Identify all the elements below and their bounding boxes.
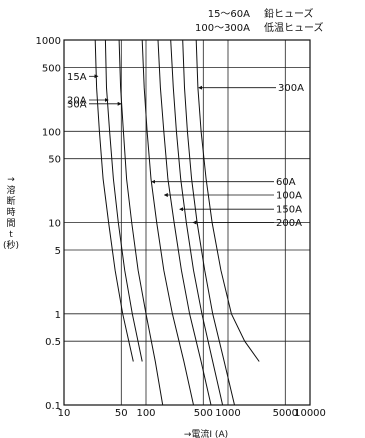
y-tick-label: 1000	[36, 36, 61, 47]
legend-type-low-temp: 低温ヒューズ	[264, 21, 324, 34]
x-tick-label: 500	[194, 408, 213, 419]
curve-label-60A: 60A	[276, 177, 296, 188]
y-tick-label: 50	[48, 155, 61, 166]
series-100A	[157, 39, 212, 406]
y-axis-label-char: 時	[6, 207, 15, 218]
y-axis-label-char: 断	[6, 195, 15, 207]
y-axis-ticks: 0.1 0.5 1 5 10 50 100 500 1000	[36, 36, 61, 412]
curve-label-30A: 30A	[67, 99, 87, 110]
curve-label-20A: 20A	[67, 96, 87, 107]
y-tick-label: 5	[55, 246, 61, 257]
y-axis-label-char: 間	[6, 218, 15, 229]
x-tick-label: 10	[58, 408, 71, 419]
y-tick-label: 500	[42, 64, 61, 75]
y-tick-label: 100	[42, 127, 61, 138]
curve-label-100A: 100A	[276, 191, 302, 202]
series-20A	[104, 39, 143, 362]
plot-frame	[63, 39, 311, 406]
x-axis-label: →電流I (A)	[184, 428, 228, 438]
x-tick-label: 1000	[215, 408, 240, 419]
series-60A	[141, 39, 194, 406]
series-15A	[94, 39, 134, 362]
y-axis-label-char: (秒)	[3, 239, 19, 251]
legend-range-low-temp: 100〜300A	[195, 23, 250, 34]
y-tick-label: 0.1	[45, 401, 61, 412]
legend-type-lead: 鉛ヒューズ	[264, 7, 314, 20]
y-tick-label: 0.5	[45, 337, 61, 348]
legend: 15〜60A 鉛ヒューズ 100〜300A 低温ヒューズ	[195, 7, 324, 34]
y-axis-label-char: 溶	[6, 184, 15, 196]
curve-label-15A: 15A	[67, 72, 87, 83]
series-150A	[170, 39, 224, 406]
x-tick-label: 10000	[294, 408, 326, 419]
x-tick-label: 50	[115, 408, 128, 419]
x-tick-label: 100	[136, 408, 155, 419]
y-tick-label: 1	[55, 310, 61, 321]
plot-border	[63, 39, 311, 406]
curve-label-300A: 300A	[278, 83, 304, 94]
y-axis-label-char: →	[7, 175, 15, 185]
y-axis-label-char: t	[9, 230, 13, 240]
curve-label-150A: 150A	[276, 205, 302, 216]
y-tick-label: 10	[48, 219, 61, 230]
legend-range-lead: 15〜60A	[208, 9, 250, 20]
x-tick-label: 5000	[273, 408, 298, 419]
curve-label-200A: 200A	[276, 218, 302, 229]
